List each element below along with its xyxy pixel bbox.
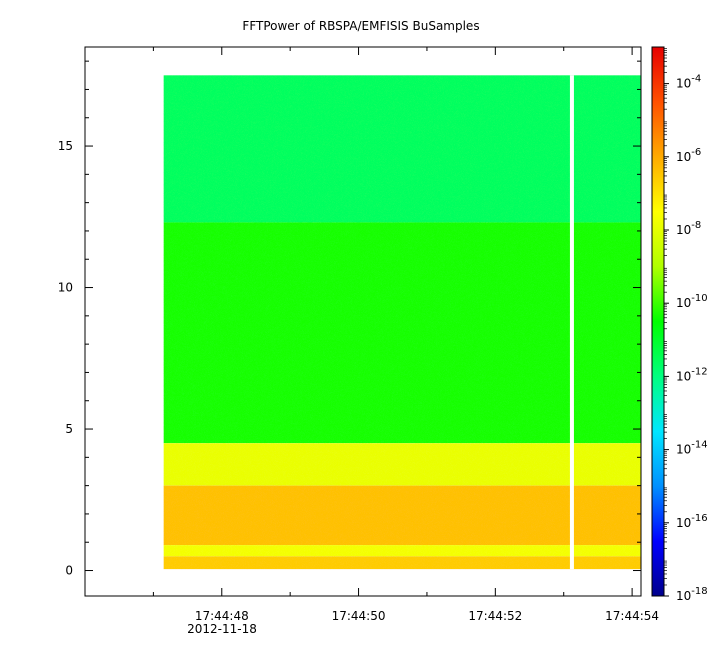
- chart-title: FFTPower of RBSPA/EMFISIS BuSamples: [242, 19, 479, 33]
- y-tick-label: 0: [65, 564, 73, 578]
- x-date-label: 2012-11-18: [187, 622, 257, 636]
- heatmap-band: [163, 556, 641, 570]
- y-tick-label: 15: [58, 139, 73, 153]
- colorbar-tick-label: 10-12: [676, 366, 708, 383]
- y-tick-label: 10: [58, 281, 73, 295]
- x-tick-label: 17:44:52: [468, 609, 522, 623]
- colorbar: [651, 46, 665, 597]
- heatmap-band: [163, 222, 641, 444]
- plot-frame: [84, 46, 642, 597]
- x-tick-label: 17:44:54: [605, 609, 659, 623]
- heatmap-data: [163, 75, 641, 570]
- data-gap: [569, 75, 574, 570]
- y-tick-label: 5: [65, 422, 73, 436]
- heatmap-band: [163, 443, 641, 486]
- colorbar-tick-label: 10-6: [676, 147, 701, 164]
- x-tick-label: 17:44:48: [195, 609, 249, 623]
- y-axis: 0 5 10 15: [58, 60, 641, 578]
- heatmap-band: [163, 545, 641, 557]
- colorbar-tick-label: 10-10: [676, 293, 708, 310]
- colorbar-tick-label: 10-18: [676, 586, 708, 603]
- heatmap-band: [163, 75, 641, 223]
- colorbar-tick-label: 10-4: [676, 74, 701, 91]
- colorbar-tick-label: 10-14: [676, 440, 708, 457]
- heatmap-band: [163, 485, 641, 546]
- x-tick-label: 17:44:50: [332, 609, 386, 623]
- colorbar-tick-label: 10-8: [676, 220, 701, 237]
- colorbar-axis: 10-4 10-6 10-8 10-10 10-12 10-14 10-16 10-18: [664, 48, 708, 603]
- x-axis: 17:44:48 17:44:50 17:44:52 17:44:54: [152, 47, 659, 623]
- colorbar-tick-label: 10-16: [676, 513, 708, 530]
